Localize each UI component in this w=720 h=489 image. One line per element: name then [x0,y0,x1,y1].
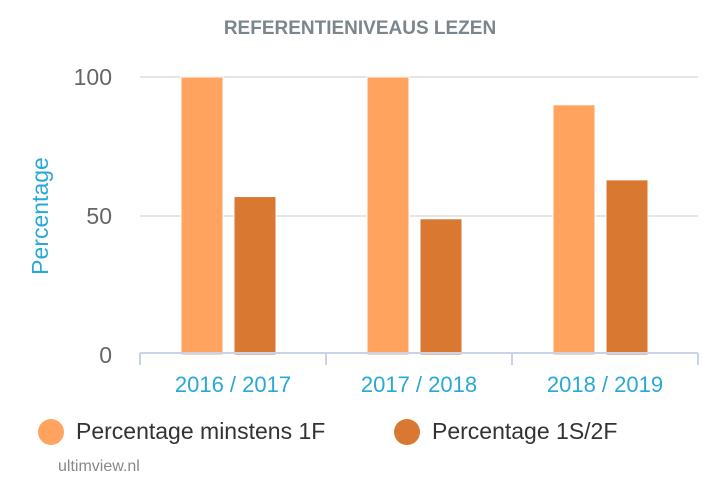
legend-label: Percentage minstens 1F [76,418,326,444]
legend-item-1[interactable]: Percentage minstens 1F [38,418,325,445]
x-tick-label: 2018 / 2019 [547,372,663,397]
y-tick-label: 50 [86,203,112,229]
chart-title: REFERENTIENIVEAUS LEZEN [223,18,497,39]
bar [366,76,410,356]
legend-swatch [394,418,420,445]
legend-swatch [38,418,64,445]
credit-text: ultimview.nl [58,458,140,475]
bar [180,76,224,356]
legend-label: Percentage 1S/2F [432,418,618,444]
x-tick-label: 2016 / 2017 [175,372,291,397]
y-axis-label: Percentage [27,157,53,275]
bar [552,104,596,356]
x-tick-label: 2017 / 2018 [361,372,477,397]
legend-item-2[interactable]: Percentage 1S/2F [394,418,617,445]
y-tick-label: 0 [99,342,112,368]
y-tick-label: 100 [74,64,112,90]
bar [605,179,649,356]
bar [233,196,277,356]
bar [419,218,463,356]
